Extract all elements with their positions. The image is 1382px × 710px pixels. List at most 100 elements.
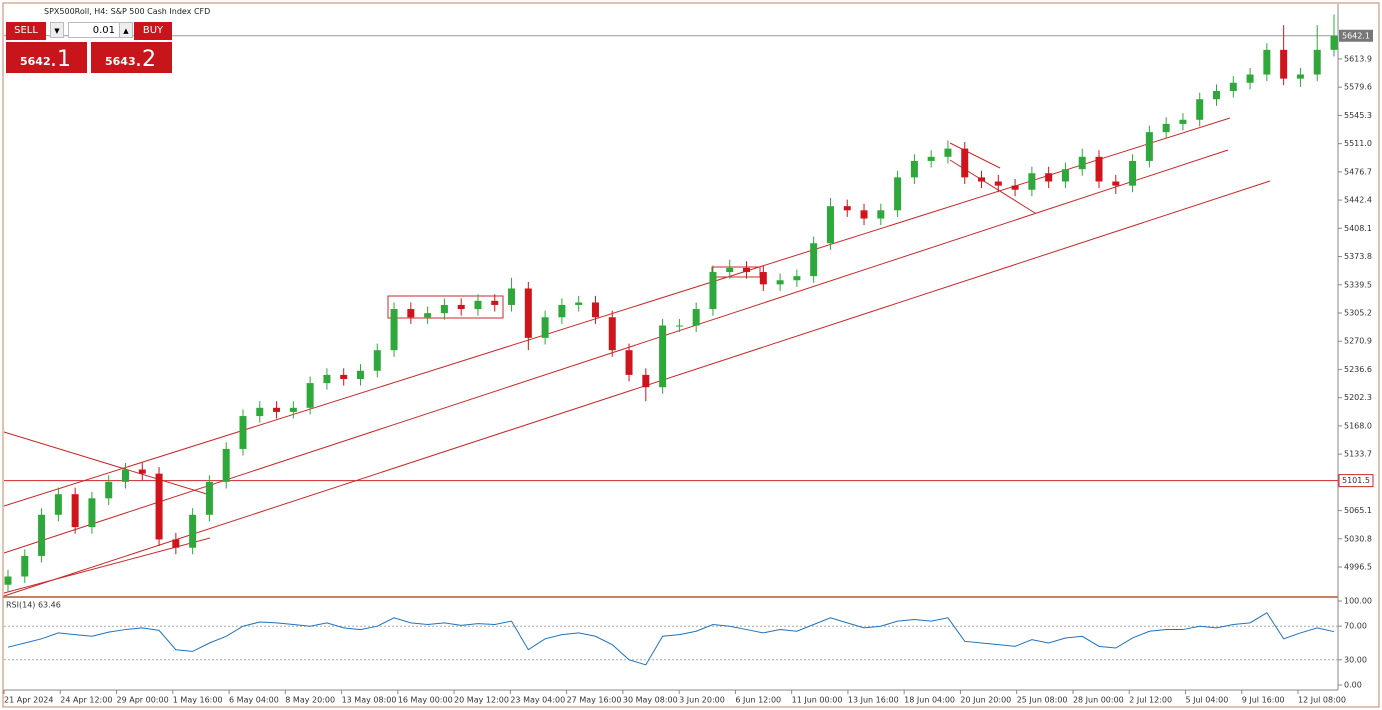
candle-body: [138, 469, 146, 474]
y-tick-label: 5339.5: [1344, 280, 1372, 289]
x-tick-label: 11 Jun 00:00: [792, 696, 843, 705]
candle-body: [1145, 132, 1153, 161]
candle-body: [692, 309, 700, 326]
buy-price-frac: .2: [135, 47, 156, 72]
y-tick-label: 5305.2: [1344, 309, 1372, 318]
candle-body: [4, 576, 12, 585]
x-tick-label: 23 May 04:00: [510, 696, 565, 705]
buy-price[interactable]: 5643 .2: [91, 42, 172, 73]
x-tick-label: 2 Jul 12:00: [1129, 696, 1172, 705]
buy-button[interactable]: BUY: [134, 22, 172, 40]
candle-body: [759, 272, 767, 285]
rsi-title: RSI(14) 63.46: [6, 601, 61, 610]
x-tick-label: 13 May 08:00: [342, 696, 397, 705]
candle-body: [71, 494, 79, 528]
candle-body: [1045, 173, 1053, 182]
lot-increase[interactable]: ▲: [119, 22, 133, 38]
y-tick-label: 5511.0: [1344, 139, 1372, 148]
trade-panel: SELL ▼ 0.01 ▲ BUY 5642 .1 5643 .2: [6, 22, 172, 73]
sell-price[interactable]: 5642 .1: [6, 42, 87, 73]
x-tick-label: 6 May 04:00: [229, 696, 279, 705]
candle-body: [38, 514, 46, 556]
candle-body: [424, 313, 432, 318]
candle-body: [1246, 74, 1254, 83]
candle-body: [189, 514, 197, 548]
candle-body: [608, 317, 616, 351]
rsi-tick-label: 70.00: [1344, 622, 1367, 631]
rsi-tick-label: 0.00: [1344, 681, 1362, 690]
x-tick-label: 27 May 16:00: [567, 696, 622, 705]
y-tick-label: 5236.6: [1344, 365, 1372, 374]
buy-price-main: 5643: [105, 55, 136, 68]
candle-body: [1296, 74, 1304, 79]
y-tick-label: 5476.7: [1344, 167, 1372, 176]
y-tick-label: 4996.5: [1344, 563, 1372, 572]
candle-body: [1078, 156, 1086, 170]
candle-body: [21, 555, 29, 577]
x-tick-label: 30 May 08:00: [623, 696, 678, 705]
candle-body: [222, 448, 230, 482]
candle-body: [1028, 173, 1036, 190]
candle-body: [709, 272, 717, 310]
rsi-tick-label: 100.00: [1344, 597, 1372, 606]
trendline: [3, 180, 1271, 597]
candle-body: [978, 177, 986, 182]
candle-body: [155, 473, 163, 540]
candle-body: [860, 210, 868, 219]
candle-body: [440, 304, 448, 314]
candle-body: [1229, 82, 1237, 91]
candle-body: [1179, 119, 1187, 124]
candle-body: [659, 325, 667, 388]
candle-body: [894, 177, 902, 211]
y-tick-label: 5442.4: [1344, 196, 1372, 205]
candle-body: [407, 309, 415, 318]
y-tick-label: 5270.9: [1344, 337, 1372, 346]
lot-decrease[interactable]: ▼: [50, 22, 64, 38]
candle-body: [810, 243, 818, 277]
level-label-box: [1338, 474, 1374, 488]
candle-body: [743, 267, 751, 273]
x-tick-label: 1 May 16:00: [173, 696, 223, 705]
y-tick-label: 5030.8: [1344, 534, 1372, 543]
candle-body: [927, 156, 935, 161]
candle-body: [239, 416, 247, 449]
candle-body: [675, 325, 683, 327]
candle-body: [776, 280, 784, 285]
x-tick-label: 9 Jul 16:00: [1242, 696, 1285, 705]
candle-body: [877, 210, 885, 219]
candle-body: [961, 148, 969, 178]
last-price-box: [1339, 29, 1373, 42]
trendline: [949, 142, 1001, 169]
y-tick-label: 5133.7: [1344, 450, 1372, 459]
x-tick-label: 12 Jul 08:00: [1298, 696, 1346, 705]
x-tick-label: 5 Jul 04:00: [1185, 696, 1228, 705]
candle-body: [340, 374, 348, 379]
candle-body: [726, 267, 734, 273]
candle-body: [1330, 35, 1338, 50]
candle-body: [88, 498, 96, 528]
candle-body: [541, 317, 549, 338]
candle-body: [273, 407, 281, 412]
x-tick-label: 16 May 00:00: [398, 696, 453, 705]
y-tick-label: 5168.0: [1344, 421, 1372, 430]
x-tick-label: 18 Jun 04:00: [904, 696, 955, 705]
lot-input[interactable]: 0.01: [68, 22, 120, 38]
sell-button[interactable]: SELL: [6, 22, 46, 40]
x-tick-label: 6 Jun 12:00: [735, 696, 781, 705]
candle-body: [105, 481, 113, 499]
symbol-title: SPX500Roll, H4: S&P 500 Cash Index CFD: [44, 7, 211, 16]
sell-price-frac: .1: [50, 47, 71, 72]
candle-body: [356, 370, 364, 379]
candle-body: [289, 407, 297, 412]
y-tick-label: 5202.3: [1344, 393, 1372, 402]
trendline: [3, 117, 1231, 507]
candle-body: [910, 160, 918, 178]
x-tick-label: 13 Jun 16:00: [848, 696, 899, 705]
candle-body: [994, 181, 1002, 186]
y-tick-label: 5065.1: [1344, 506, 1372, 515]
candle-body: [1263, 49, 1271, 75]
y-tick-label: 5373.8: [1344, 252, 1372, 261]
candle-body: [843, 206, 851, 211]
